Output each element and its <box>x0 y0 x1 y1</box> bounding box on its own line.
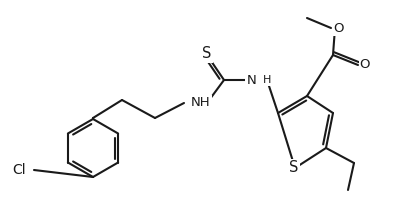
Text: O: O <box>360 59 370 72</box>
Text: O: O <box>333 22 343 35</box>
Text: N: N <box>246 73 256 86</box>
Text: H: H <box>263 75 271 85</box>
Text: S: S <box>202 46 212 62</box>
Text: NH: NH <box>191 96 211 109</box>
Text: S: S <box>289 161 299 176</box>
Text: Cl: Cl <box>12 163 26 177</box>
